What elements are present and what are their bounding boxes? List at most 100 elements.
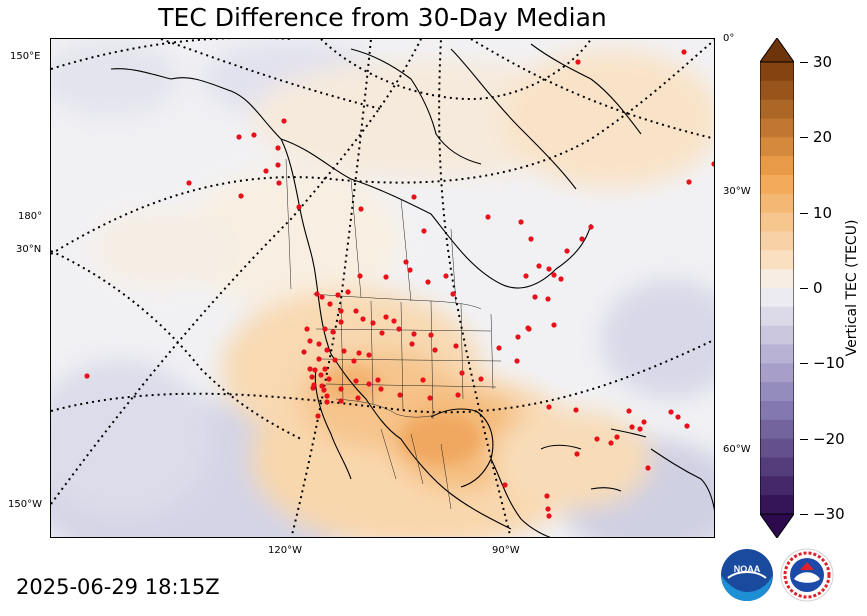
colorbar-band: [760, 345, 794, 364]
colorbar-band: [760, 307, 794, 326]
station-marker: [411, 194, 416, 199]
colorbar-tick: [800, 363, 808, 364]
map-svg: [51, 39, 715, 538]
colorbar-band: [760, 420, 794, 439]
station-marker: [355, 395, 360, 400]
colorbar-tick-label: 30: [813, 54, 832, 70]
lon-label-180: 180°: [18, 211, 42, 223]
station-marker: [686, 179, 691, 184]
colorbar-band: [760, 458, 794, 477]
station-marker: [391, 318, 396, 323]
colorbar-tick-label: 10: [813, 205, 832, 221]
colorbar-band: [760, 175, 794, 194]
station-marker: [353, 378, 358, 383]
station-marker: [296, 204, 301, 209]
lon-label-150e: 150°E: [10, 51, 40, 63]
colorbar-band: [760, 62, 794, 81]
station-marker: [316, 341, 321, 346]
station-marker: [326, 376, 331, 381]
station-marker: [546, 266, 551, 271]
station-marker: [345, 289, 350, 294]
chart-title: TEC Difference from 30-Day Median: [50, 3, 715, 33]
colorbar-band: [760, 194, 794, 213]
station-marker: [84, 373, 89, 378]
station-marker: [338, 386, 343, 391]
nws-logo: [780, 548, 834, 602]
colorbar-band: [760, 119, 794, 138]
station-marker: [545, 296, 550, 301]
colorbar-tick-label: 20: [813, 129, 832, 145]
station-marker: [397, 392, 402, 397]
station-marker: [309, 374, 314, 379]
station-marker: [645, 465, 650, 470]
station-marker: [528, 236, 533, 241]
station-marker: [668, 409, 673, 414]
station-marker: [450, 291, 455, 296]
tec-map[interactable]: [50, 38, 715, 538]
station-marker: [675, 414, 680, 419]
colorbar-band: [760, 137, 794, 156]
colorbar-tick: [800, 288, 808, 289]
colorbar-extend-top: [760, 38, 794, 62]
svg-text:NOAA: NOAA: [734, 564, 761, 574]
colorbar-band: [760, 439, 794, 458]
station-marker: [324, 399, 329, 404]
station-marker: [425, 279, 430, 284]
station-marker: [681, 49, 686, 54]
station-marker: [641, 419, 646, 424]
colorbar-title: Vertical TEC (TECU): [844, 220, 860, 357]
station-marker: [335, 292, 340, 297]
station-marker: [574, 451, 579, 456]
lon-label-90w: 90°W: [492, 545, 520, 557]
station-marker: [626, 408, 631, 413]
station-marker: [276, 180, 281, 185]
colorbar-tick-label: −20: [813, 431, 845, 447]
station-marker: [684, 423, 689, 428]
colorbar-band: [760, 288, 794, 307]
station-marker: [536, 263, 541, 268]
station-marker: [186, 180, 191, 185]
station-marker: [551, 272, 556, 277]
station-marker: [383, 314, 388, 319]
station-marker: [327, 301, 332, 306]
station-marker: [324, 393, 329, 398]
colorbar-bands: [760, 62, 794, 515]
station-marker: [614, 434, 619, 439]
station-marker: [330, 329, 335, 334]
station-marker: [366, 352, 371, 357]
colorbar-band: [760, 81, 794, 100]
station-marker: [496, 345, 501, 350]
station-marker: [318, 372, 323, 377]
station-marker: [637, 426, 642, 431]
station-marker: [378, 386, 383, 391]
colorbar-tick-label: −10: [813, 355, 845, 371]
station-marker: [251, 132, 256, 137]
station-marker: [411, 331, 416, 336]
colorbar-tick-label: 0: [813, 280, 823, 296]
colorbar-tick: [800, 213, 808, 214]
station-marker: [629, 424, 634, 429]
station-marker: [383, 274, 388, 279]
colorbar-band: [760, 100, 794, 119]
station-marker: [307, 338, 312, 343]
station-marker: [379, 330, 384, 335]
station-marker: [573, 407, 578, 412]
station-marker: [275, 145, 280, 150]
station-marker: [238, 193, 243, 198]
station-marker: [356, 350, 361, 355]
station-marker: [304, 326, 309, 331]
station-marker: [324, 347, 329, 352]
colorbar-tick: [800, 439, 808, 440]
station-marker: [396, 326, 401, 331]
station-marker: [315, 413, 320, 418]
colorbar-tick: [800, 514, 808, 515]
station-marker: [338, 308, 343, 313]
station-marker: [366, 381, 371, 386]
station-marker: [455, 392, 460, 397]
colorbar-band: [760, 269, 794, 288]
station-marker: [357, 273, 362, 278]
station-marker: [263, 168, 268, 173]
station-marker: [338, 398, 343, 403]
station-marker: [338, 319, 343, 324]
station-marker: [579, 236, 584, 241]
